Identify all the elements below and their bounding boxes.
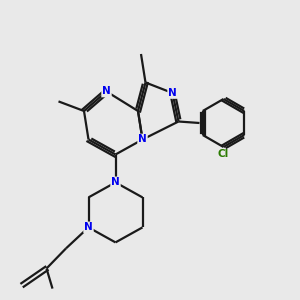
Text: N: N bbox=[111, 177, 120, 188]
Text: N: N bbox=[168, 88, 177, 98]
Text: N: N bbox=[138, 134, 147, 145]
Text: Cl: Cl bbox=[218, 149, 229, 160]
Text: N: N bbox=[102, 86, 111, 97]
Text: N: N bbox=[84, 222, 93, 233]
